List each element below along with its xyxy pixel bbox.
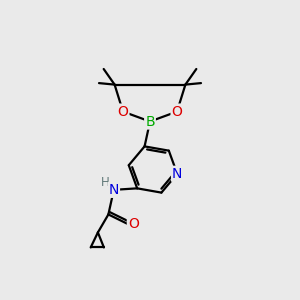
Text: O: O xyxy=(118,105,128,118)
Text: O: O xyxy=(128,217,139,231)
Text: N: N xyxy=(109,183,119,197)
Text: H: H xyxy=(101,176,110,189)
Text: O: O xyxy=(172,105,182,118)
Text: N: N xyxy=(172,167,182,181)
Text: B: B xyxy=(145,115,155,128)
